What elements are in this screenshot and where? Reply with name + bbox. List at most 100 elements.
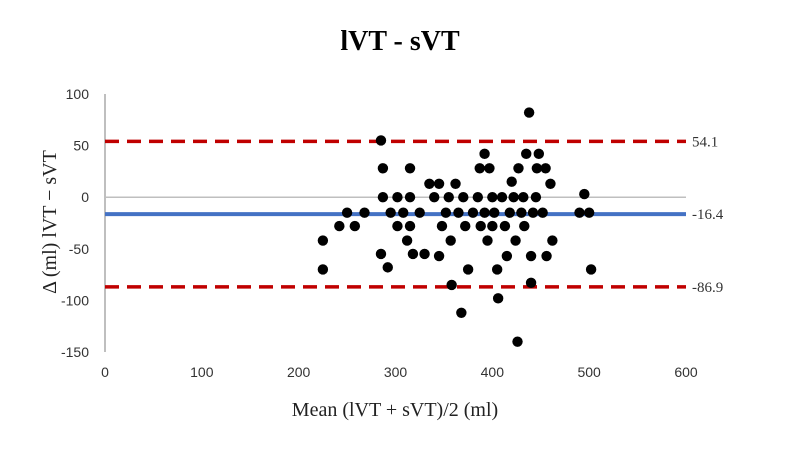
data-point (525, 250, 537, 262)
data-point (377, 192, 389, 203)
y-tick-label: 100 (66, 86, 90, 102)
data-point (407, 248, 419, 260)
data-point (521, 148, 532, 160)
data-point (531, 163, 543, 174)
x-tick-label: 200 (287, 364, 311, 380)
data-point (377, 163, 389, 174)
data-point (392, 220, 403, 232)
data-point (375, 135, 387, 146)
data-point (574, 207, 585, 218)
y-tick-label: -150 (61, 344, 89, 360)
data-point (404, 220, 416, 232)
reference-line-label: -16.4 (692, 207, 724, 223)
data-point (508, 192, 519, 203)
data-point (341, 207, 353, 218)
y-tick-label: -50 (69, 241, 89, 257)
data-point (530, 192, 542, 203)
data-point (398, 207, 409, 218)
data-point (583, 207, 595, 218)
data-point (489, 207, 500, 218)
data-point (492, 293, 504, 304)
data-point (317, 264, 329, 275)
data-point (519, 220, 530, 232)
data-point (579, 188, 590, 200)
y-axis-label: Δ (ml) lVT − sVT (39, 150, 61, 294)
y-tick-label: 50 (73, 138, 89, 154)
data-point (349, 220, 361, 232)
data-point (491, 264, 503, 275)
data-point (460, 220, 471, 232)
reference-lines: 54.1 -16.4 -86.9 (105, 134, 724, 296)
data-point (385, 207, 396, 218)
data-point (436, 220, 448, 232)
data-points (317, 107, 597, 347)
x-tick-label: 100 (190, 364, 214, 380)
data-point (501, 250, 513, 262)
data-point (375, 248, 387, 260)
data-point (317, 235, 329, 246)
data-point (458, 192, 469, 203)
data-point (404, 192, 416, 203)
x-tick-label: 600 (674, 364, 698, 380)
data-point (446, 279, 457, 291)
data-point (545, 178, 556, 189)
data-point (443, 192, 454, 203)
data-point (445, 235, 456, 246)
data-point (484, 163, 495, 174)
data-point (541, 250, 552, 262)
data-point (474, 163, 485, 174)
data-point (433, 250, 445, 262)
data-point (479, 207, 490, 218)
data-point (527, 207, 539, 218)
data-point (516, 207, 527, 218)
reference-line-label: 54.1 (692, 134, 718, 150)
data-point (479, 148, 490, 160)
data-point (513, 163, 524, 174)
data-point (467, 207, 479, 218)
data-point (462, 264, 474, 275)
data-point (537, 207, 548, 218)
data-point (392, 192, 403, 203)
data-point (506, 176, 517, 187)
x-tick-label: 400 (481, 364, 505, 380)
data-point (456, 307, 467, 318)
data-point (518, 192, 529, 203)
data-point (496, 192, 508, 203)
y-tick-label: 0 (81, 189, 89, 205)
data-point (453, 207, 464, 218)
data-point (487, 192, 498, 203)
data-point (510, 235, 521, 246)
x-tick-label: 0 (101, 364, 109, 380)
x-tick-label: 300 (384, 364, 408, 380)
data-point (512, 336, 523, 347)
chart-title: lVT - sVT (340, 26, 460, 57)
data-point (424, 178, 435, 189)
data-point (414, 207, 425, 218)
data-point (523, 107, 535, 118)
data-point (525, 277, 537, 289)
data-point (419, 248, 430, 260)
data-point (429, 192, 440, 203)
y-tick-label: -100 (61, 292, 89, 308)
data-point (499, 220, 511, 232)
data-point (433, 178, 445, 189)
data-point (401, 235, 413, 246)
data-point (472, 192, 484, 203)
data-point (450, 178, 461, 189)
data-point (504, 207, 515, 218)
data-point (487, 220, 498, 232)
data-point (334, 220, 345, 232)
data-point (440, 207, 452, 218)
data-point (404, 163, 416, 174)
data-point (547, 235, 558, 246)
x-tick-label: 500 (577, 364, 601, 380)
data-point (359, 207, 370, 218)
data-point (540, 163, 551, 174)
data-point (382, 262, 393, 273)
x-axis-label: Mean (lVT + sVT)/2 (ml) (292, 399, 498, 421)
data-point (475, 220, 486, 232)
reference-line-label: -86.9 (692, 280, 723, 296)
data-point (482, 235, 493, 246)
